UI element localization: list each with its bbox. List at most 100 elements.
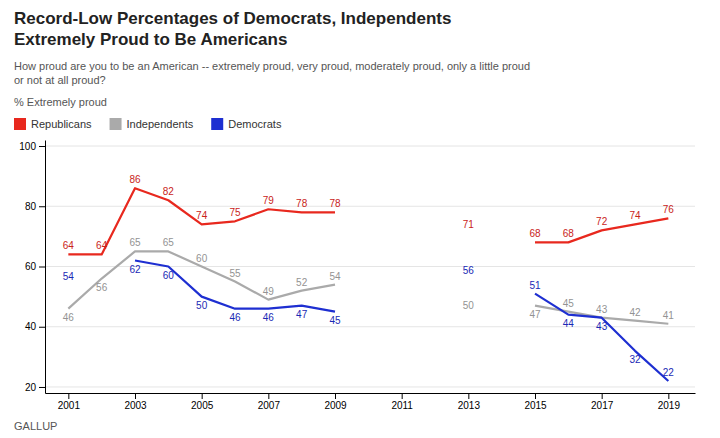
x-tick-label: 2005 bbox=[191, 400, 214, 411]
y-tick-mark bbox=[39, 327, 45, 328]
y-tick: 60 bbox=[25, 261, 45, 272]
y-tick-label: 100 bbox=[19, 141, 36, 152]
data-label: 54 bbox=[329, 271, 341, 282]
legend-swatch bbox=[211, 118, 223, 130]
data-label: 46 bbox=[263, 312, 275, 323]
data-label: 54 bbox=[63, 271, 75, 282]
x-tick-mark bbox=[468, 393, 469, 399]
y-tick-mark bbox=[39, 267, 45, 268]
series-line bbox=[68, 260, 668, 380]
legend-item: Independents bbox=[110, 118, 194, 130]
legend-label: Independents bbox=[127, 118, 194, 130]
data-label: 64 bbox=[63, 240, 75, 251]
data-label: 74 bbox=[196, 210, 208, 221]
y-axis: 20 40 60 80 100 bbox=[19, 141, 45, 394]
x-tick: 2013 bbox=[458, 393, 481, 411]
data-label: 65 bbox=[163, 237, 175, 248]
y-tick-mark bbox=[39, 146, 45, 147]
y-tick-label: 60 bbox=[25, 261, 37, 272]
x-tick: 2015 bbox=[524, 393, 547, 411]
data-label: 78 bbox=[329, 198, 341, 209]
x-axis-line bbox=[46, 393, 696, 394]
data-label: 43 bbox=[596, 321, 608, 332]
x-tick-mark bbox=[202, 393, 203, 399]
data-label: 51 bbox=[529, 280, 541, 291]
x-tick: 2003 bbox=[124, 393, 147, 411]
x-axis: 2001200320052007200920112013201520172019 bbox=[46, 393, 696, 411]
annotation: GALLUP bbox=[14, 420, 57, 432]
y-axis-line bbox=[45, 141, 46, 394]
data-label: 55 bbox=[229, 268, 241, 279]
subtitle: How proud are you to be an American -- e… bbox=[14, 60, 530, 86]
y-tick-label: 80 bbox=[25, 201, 37, 212]
data-label: 50 bbox=[463, 300, 475, 311]
legend-item: Republicans bbox=[14, 118, 92, 130]
data-label: 47 bbox=[529, 309, 541, 320]
x-tick-label: 2015 bbox=[524, 400, 547, 411]
subtitle-line: or not at all proud? bbox=[14, 74, 106, 86]
data-label: 60 bbox=[196, 253, 208, 264]
x-tick-label: 2013 bbox=[458, 400, 481, 411]
data-label: 41 bbox=[663, 310, 675, 321]
data-label: 45 bbox=[329, 315, 341, 326]
x-tick-label: 2001 bbox=[58, 400, 81, 411]
x-tick-label: 2011 bbox=[391, 400, 413, 411]
x-tick-mark bbox=[668, 393, 669, 399]
data-label: 76 bbox=[663, 204, 675, 215]
title-line: Extremely Proud to Be Americans bbox=[14, 30, 287, 49]
lines bbox=[68, 188, 668, 381]
y-tick: 20 bbox=[25, 382, 45, 393]
y-tick-mark bbox=[39, 387, 45, 388]
grid-line bbox=[45, 206, 695, 207]
x-tick: 2019 bbox=[658, 393, 681, 411]
data-label: 56 bbox=[463, 265, 475, 276]
x-tick-mark bbox=[535, 393, 536, 399]
x-tick: 2001 bbox=[58, 393, 81, 411]
y-axis-label: % Extremely proud bbox=[14, 96, 107, 108]
data-label: 44 bbox=[563, 318, 575, 329]
data-label: 52 bbox=[296, 277, 308, 288]
data-label: 68 bbox=[563, 228, 575, 239]
data-label: 42 bbox=[629, 307, 641, 318]
data-label: 62 bbox=[129, 264, 141, 275]
y-tick: 40 bbox=[25, 321, 45, 332]
grid-line bbox=[45, 266, 695, 267]
data-label: 47 bbox=[296, 309, 308, 320]
data-label: 45 bbox=[563, 298, 575, 309]
grid bbox=[45, 146, 695, 387]
subtitle-line: How proud are you to be an American -- e… bbox=[14, 60, 530, 72]
y-tick-mark bbox=[39, 206, 45, 207]
x-tick-mark bbox=[335, 393, 336, 399]
y-tick: 80 bbox=[25, 201, 45, 212]
x-tick-label: 2009 bbox=[324, 400, 347, 411]
data-label: 68 bbox=[529, 228, 541, 239]
legend-label: Republicans bbox=[31, 118, 92, 130]
data-labels: 6454466456866562826560746050755546794946… bbox=[63, 174, 675, 378]
data-label: 43 bbox=[596, 304, 608, 315]
data-label: 75 bbox=[229, 207, 241, 218]
x-tick-label: 2019 bbox=[658, 400, 681, 411]
x-tick-mark bbox=[268, 393, 269, 399]
data-label: 46 bbox=[229, 312, 241, 323]
x-tick-mark bbox=[402, 393, 403, 399]
legend-swatch bbox=[14, 118, 26, 130]
y-tick: 100 bbox=[19, 141, 45, 152]
x-tick-mark bbox=[68, 393, 69, 399]
plot: 2001200320052007200920112013201520172019… bbox=[19, 141, 695, 412]
data-label: 79 bbox=[263, 195, 275, 206]
x-tick: 2017 bbox=[591, 393, 614, 411]
legend-swatch bbox=[110, 118, 122, 130]
data-label: 32 bbox=[629, 354, 641, 365]
chart: Record-Low Percentages of Democrats, Ind… bbox=[0, 0, 720, 438]
x-tick-label: 2003 bbox=[124, 400, 147, 411]
data-label: 71 bbox=[463, 219, 475, 230]
x-tick: 2009 bbox=[324, 393, 347, 411]
data-label: 74 bbox=[629, 210, 641, 221]
grid-line bbox=[45, 146, 695, 147]
title: Record-Low Percentages of Democrats, Ind… bbox=[14, 9, 451, 49]
data-label: 22 bbox=[663, 367, 675, 378]
data-label: 72 bbox=[596, 216, 608, 227]
x-tick-mark bbox=[135, 393, 136, 399]
data-label: 60 bbox=[163, 270, 175, 281]
y-tick-label: 40 bbox=[25, 321, 37, 332]
